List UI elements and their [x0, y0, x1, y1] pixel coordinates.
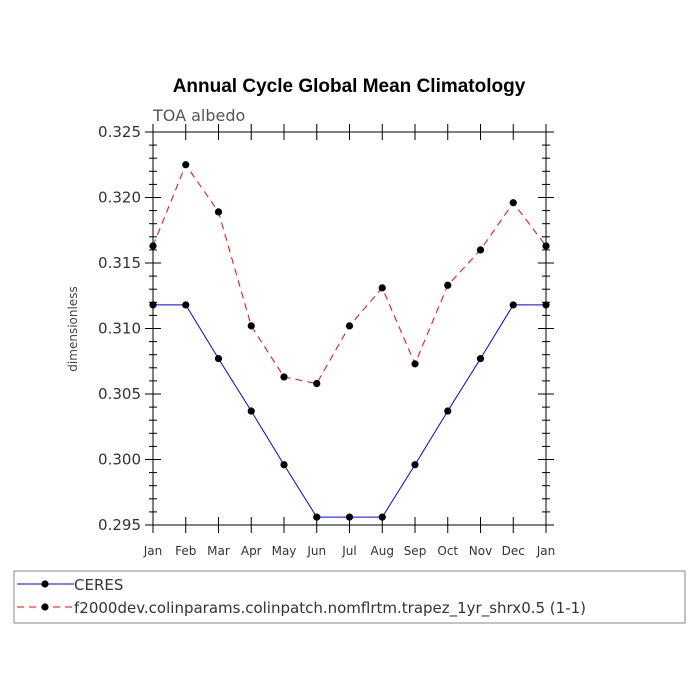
data-point-0-9	[444, 407, 452, 415]
x-tick-label: Jun	[306, 544, 326, 558]
legend-marker-model	[41, 603, 49, 611]
data-point-0-5	[313, 513, 321, 521]
data-point-1-7	[378, 284, 386, 292]
series-group	[149, 161, 550, 521]
legend-item-ceres: CERES	[17, 576, 123, 594]
data-point-0-11	[509, 301, 517, 309]
legend-item-model: f2000dev.colinparams.colinpatch.nomflrtm…	[17, 599, 586, 618]
data-point-0-3	[247, 407, 255, 415]
data-point-0-0	[149, 301, 157, 309]
x-tick-label: Jan	[536, 544, 556, 558]
x-tick-label: Oct	[437, 544, 458, 558]
data-point-0-4	[280, 461, 288, 469]
x-tick-label: Mar	[207, 544, 230, 558]
data-point-0-8	[411, 461, 419, 469]
data-point-1-0	[149, 242, 157, 250]
x-tick-label: Feb	[175, 544, 196, 558]
data-point-1-5	[313, 379, 321, 388]
series-line-1	[152, 163, 547, 385]
data-point-1-9	[444, 281, 452, 289]
legend-marker-ceres	[41, 580, 49, 588]
data-point-1-3	[247, 322, 255, 330]
legend-box	[13, 570, 686, 624]
x-tick-label: Dec	[502, 544, 525, 558]
data-point-1-12	[542, 242, 550, 250]
x-tick-label: Apr	[241, 544, 262, 558]
chart-title: Annual Cycle Global Mean Climatology	[173, 76, 526, 97]
data-point-0-10	[476, 355, 485, 363]
data-point-0-2	[214, 355, 223, 363]
axis-ticks: 0.295 0.300 0.305 0.310 0.315 0.320 0.325 Jan Fe…	[98, 123, 555, 558]
data-point-0-6	[345, 513, 354, 521]
data-point-0-12	[542, 301, 550, 309]
legend-label-ceres: CERES	[74, 576, 123, 594]
y-tick-label: 0.320	[98, 189, 141, 207]
y-axis-label: dimensionless	[66, 286, 80, 371]
minor-ticks	[149, 144, 550, 513]
data-point-1-4	[280, 373, 288, 381]
x-tick-label: Sep	[404, 544, 427, 558]
x-tick-label: May	[272, 544, 297, 558]
x-tick-label: Aug	[371, 544, 394, 558]
data-point-1-10	[476, 246, 485, 254]
chart-subtitle: TOA albedo	[152, 106, 245, 125]
legend-label-model: f2000dev.colinparams.colinpatch.nomflrtm…	[74, 599, 586, 618]
data-point-1-11	[509, 199, 517, 207]
y-tick-label: 0.310	[98, 320, 141, 338]
y-tick-label: 0.295	[98, 516, 141, 534]
series-line-0	[153, 304, 546, 518]
data-point-0-7	[378, 513, 386, 521]
x-tick-label: Jan	[143, 544, 163, 558]
data-point-0-1	[182, 301, 190, 309]
y-tick-label: 0.315	[98, 254, 141, 272]
data-point-1-1	[182, 161, 190, 169]
data-point-1-8	[411, 360, 419, 368]
data-point-1-6	[345, 322, 354, 330]
data-point-1-2	[214, 208, 223, 216]
y-tick-label: 0.325	[98, 123, 141, 141]
y-tick-label: 0.300	[98, 451, 141, 469]
x-tick-label: Nov	[469, 544, 492, 558]
x-tick-label: Jul	[341, 544, 356, 558]
y-tick-label: 0.305	[98, 385, 141, 403]
